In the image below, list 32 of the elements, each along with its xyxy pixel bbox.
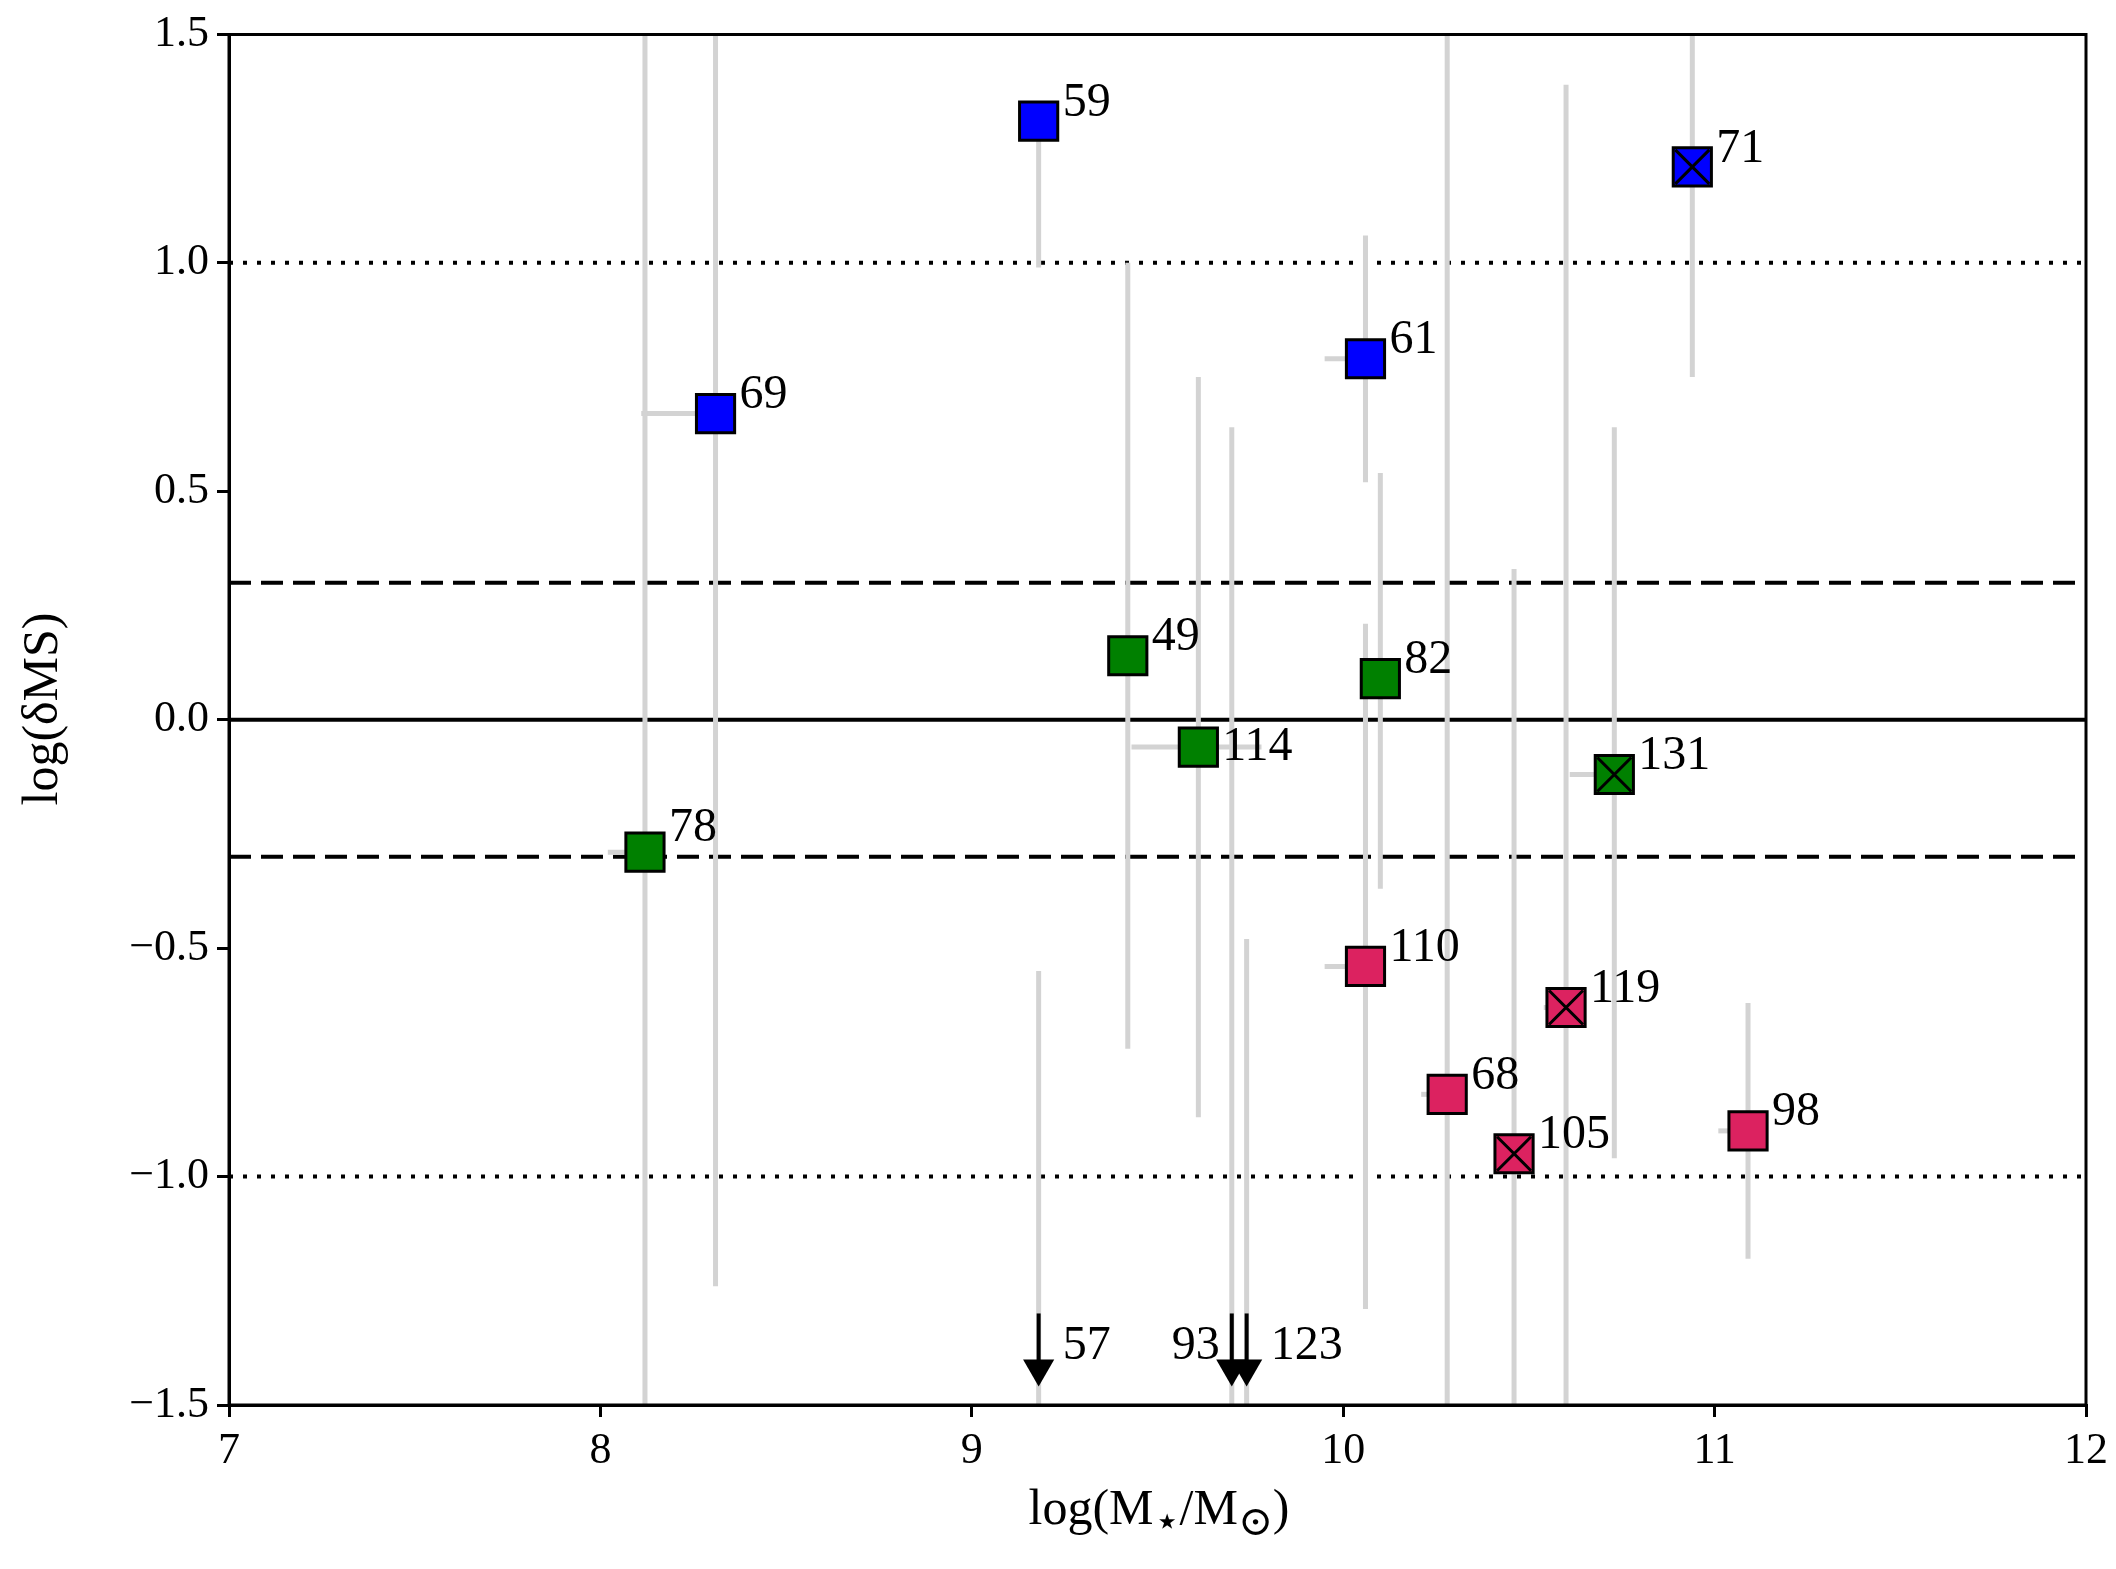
- y-tick-label: −0.5: [129, 920, 209, 970]
- x-tick-label: 12: [2064, 1423, 2108, 1473]
- y-tick-label: 1.5: [154, 6, 209, 56]
- x-axis-title: log(M$_{⋆}$/M$_{⊙}$): [1027, 1478, 1291, 1545]
- annotation: 49: [1151, 607, 1200, 661]
- annotation: 131: [1638, 726, 1711, 780]
- y-tick-label: 0.0: [154, 692, 209, 742]
- annotation: 119: [1590, 959, 1661, 1013]
- annotation: 61: [1389, 310, 1438, 364]
- annotation: 114: [1222, 717, 1293, 771]
- x-tick-label: 10: [1321, 1423, 1366, 1473]
- y-tick-label: 0.5: [154, 463, 209, 513]
- annotation: 57: [1062, 1316, 1111, 1370]
- y-tick-label: −1.5: [129, 1377, 209, 1427]
- annotation: 71: [1716, 118, 1765, 172]
- annotation: 59: [1062, 72, 1111, 126]
- annotation: 82: [1404, 630, 1453, 684]
- annotation: 110: [1389, 918, 1460, 972]
- annotation: 68: [1471, 1045, 1520, 1099]
- annotation: 123: [1270, 1316, 1343, 1370]
- annotation: 93: [1171, 1316, 1220, 1370]
- y-tick-label: −1.0: [129, 1149, 209, 1199]
- x-tick-label: 7: [218, 1423, 240, 1473]
- annotation: 98: [1772, 1082, 1821, 1136]
- x-tick-label: 9: [960, 1423, 983, 1473]
- x-tick-label: 11: [1693, 1423, 1736, 1473]
- x-tick-label: 8: [589, 1423, 612, 1473]
- y-axis-title: log(δMS): [11, 611, 69, 808]
- y-tick-label: 1.0: [154, 235, 209, 285]
- annotation: 105: [1538, 1105, 1611, 1159]
- annotation: 78: [668, 798, 717, 852]
- annotation: 69: [739, 365, 788, 419]
